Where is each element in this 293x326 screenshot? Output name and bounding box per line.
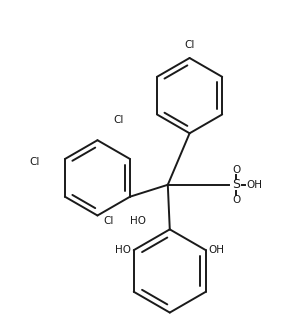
Text: HO: HO bbox=[115, 245, 131, 255]
Text: HO: HO bbox=[130, 216, 146, 227]
Text: OH: OH bbox=[209, 245, 225, 255]
Text: Cl: Cl bbox=[184, 40, 195, 50]
Text: Cl: Cl bbox=[103, 216, 114, 227]
Text: O: O bbox=[232, 195, 240, 205]
Text: O: O bbox=[232, 165, 240, 175]
Text: S: S bbox=[232, 178, 240, 191]
Text: Cl: Cl bbox=[29, 157, 40, 167]
Text: OH: OH bbox=[246, 180, 262, 190]
Text: Cl: Cl bbox=[113, 115, 124, 126]
